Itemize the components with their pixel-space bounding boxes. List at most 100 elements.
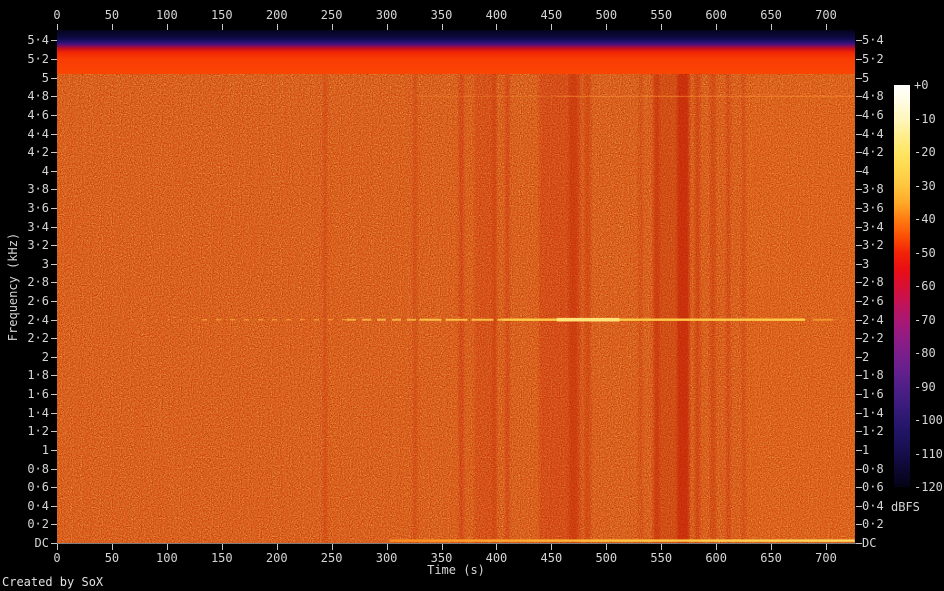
y-tick-mark-left (51, 59, 57, 61)
y-tick-mark-right (856, 412, 862, 414)
x-tick-mark-top (441, 24, 443, 30)
y-tick-label-left: 3·2 (27, 238, 49, 253)
y-tick-mark-right (856, 152, 862, 154)
y-tick-mark-right (856, 505, 862, 507)
x-tick-label-bottom: 600 (705, 551, 727, 565)
y-tick-mark-left (51, 245, 57, 247)
y-tick-mark-right (856, 170, 862, 172)
x-tick-label-bottom: 0 (53, 551, 61, 565)
created-by-sox-credit: Created by SoX (2, 575, 104, 589)
y-tick-mark-right (856, 375, 862, 377)
y-tick-label-right: 2·2 (862, 331, 884, 346)
y-tick-mark-left (51, 40, 57, 42)
x-tick-mark-bottom (771, 544, 773, 550)
x-tick-label-top: 450 (540, 8, 563, 22)
y-tick-label-right: 1·6 (862, 387, 884, 402)
x-tick-mark-top (221, 24, 223, 30)
y-tick-label-right: 1 (862, 442, 870, 457)
y-tick-label-right: 4·2 (862, 145, 884, 160)
y-tick-mark-left (51, 301, 57, 303)
y-tick-mark-right (856, 394, 862, 396)
y-tick-mark-left (51, 226, 57, 228)
y-tick-label-right: 3·6 (862, 200, 884, 215)
y-tick-label-left: 3 (41, 256, 49, 271)
x-tick-label-bottom: 400 (485, 551, 508, 565)
y-tick-label-right: 2 (862, 349, 870, 364)
y-tick-label-right: 2·6 (862, 294, 884, 309)
y-tick-mark-left (51, 319, 57, 321)
y-tick-label-left: 1·4 (27, 405, 49, 420)
y-tick-mark-left (51, 189, 57, 191)
y-tick-label-left: 4 (41, 163, 49, 178)
colorbar-tick-label: -40 (914, 212, 936, 226)
y-tick-mark-right (856, 431, 862, 433)
y-tick-mark-right (856, 301, 862, 303)
y-tick-label-right: 0·4 (862, 498, 884, 513)
y-tick-label-left: 4·6 (27, 107, 49, 122)
colorbar-tick-label: -30 (914, 178, 936, 193)
y-tick-label-left: 1·8 (27, 368, 49, 383)
x-tick-mark-bottom (441, 544, 443, 550)
colorbar-unit: dBFS (891, 500, 920, 514)
colorbar-tick-label: -20 (914, 145, 936, 159)
y-tick-label-right: 3·8 (862, 182, 884, 197)
x-tick-mark-bottom (551, 544, 553, 550)
x-tick-mark-bottom (386, 544, 388, 550)
y-tick-mark-right (856, 282, 862, 284)
x-tick-label-top: 300 (375, 8, 398, 22)
y-tick-mark-left (51, 207, 57, 209)
x-tick-mark-top (771, 24, 773, 30)
y-tick-label-left: 2·6 (27, 294, 49, 309)
x-tick-mark-bottom (57, 544, 58, 550)
y-tick-mark-left (51, 412, 57, 414)
y-tick-label-right: 3·2 (862, 238, 884, 253)
y-tick-mark-right (856, 133, 862, 135)
x-tick-label-top: 150 (210, 8, 233, 22)
x-tick-label-top: 100 (156, 8, 178, 22)
x-tick-label-bottom: 550 (650, 551, 673, 565)
y-tick-label-left: 0·2 (27, 517, 49, 532)
x-tick-label-bottom: 700 (815, 551, 837, 565)
y-tick-mark-left (51, 487, 57, 489)
y-tick-label-right: 4·6 (862, 107, 884, 122)
y-tick-mark-left (51, 468, 57, 470)
x-tick-mark-bottom (166, 544, 168, 550)
colorbar-tick-label: +0 (914, 78, 929, 92)
y-tick-label-left: 1 (41, 442, 49, 457)
x-tick-mark-top (661, 24, 663, 30)
y-tick-label-right: 1·4 (862, 405, 884, 420)
y-tick-label-left: 1·2 (27, 424, 49, 439)
colorbar-tick-label: -70 (914, 312, 936, 327)
y-tick-label-right: 3·4 (862, 219, 884, 234)
x-tick-label-bottom: 650 (760, 551, 782, 565)
y-tick-mark-left (51, 449, 57, 451)
y-tick-label-right: 1·8 (862, 368, 884, 383)
y-tick-mark-right (856, 114, 862, 116)
x-tick-mark-top (57, 24, 58, 30)
y-tick-mark-left (51, 282, 57, 284)
y-tick-mark-right (856, 245, 862, 247)
y-tick-mark-left (51, 77, 57, 79)
y-tick-label-left: 1·6 (27, 387, 49, 402)
colorbar-tick-label: -80 (914, 346, 936, 360)
x-tick-label-bottom: 500 (595, 551, 618, 565)
y-tick-mark-left (51, 133, 57, 135)
y-tick-label-right: 2·4 (862, 312, 884, 327)
x-tick-mark-bottom (111, 544, 113, 550)
x-tick-label-bottom: 300 (375, 551, 398, 565)
x-tick-mark-bottom (716, 544, 718, 550)
y-tick-label-right: 5·2 (862, 52, 884, 67)
x-tick-mark-bottom (606, 544, 608, 550)
colorbar-tick-label: -60 (914, 279, 936, 293)
x-tick-mark-top (716, 24, 718, 30)
x-tick-label-top: 200 (265, 8, 288, 22)
y-tick-label-left: 2·8 (27, 275, 49, 290)
y-tick-mark-right (856, 543, 862, 544)
x-tick-label-bottom: 250 (320, 551, 343, 565)
y-tick-mark-right (856, 449, 862, 451)
y-tick-label-left: 4·2 (27, 145, 49, 160)
x-tick-label-top: 0 (53, 8, 61, 22)
y-tick-label-right: 0·2 (862, 517, 884, 532)
x-tick-mark-top (551, 24, 553, 30)
